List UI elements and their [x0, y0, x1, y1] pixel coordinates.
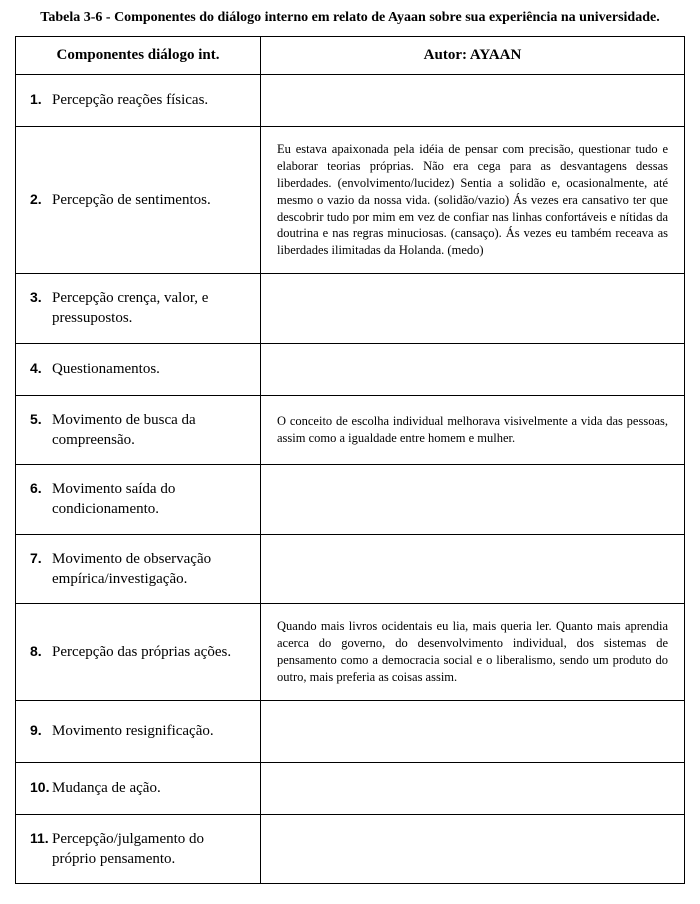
- row-number: 6.: [30, 480, 52, 496]
- table-body: 1.Percepção reações físicas.2.Percepção …: [16, 75, 685, 884]
- table-row: 8.Percepção das próprias ações. Quando ma…: [16, 604, 685, 701]
- component-item: 2.Percepção de sentimentos.: [30, 190, 250, 210]
- component-cell: 5.Movimento de busca da compreensão.: [16, 395, 261, 465]
- content-cell: [261, 465, 685, 535]
- component-cell: 11.Percepção/julgamento do próprio pensa…: [16, 814, 261, 884]
- component-cell: 6.Movimento saída do condicionamento.: [16, 465, 261, 535]
- row-label: Movimento saída do condicionamento.: [52, 479, 250, 520]
- table-row: 6.Movimento saída do condicionamento.: [16, 465, 685, 535]
- component-item: 7.Movimento de observação empírica/inves…: [30, 549, 250, 590]
- component-item: 8.Percepção das próprias ações.: [30, 642, 250, 662]
- table-row: 10.Mudança de ação.: [16, 762, 685, 814]
- row-number: 9.: [30, 722, 52, 738]
- content-cell: [261, 700, 685, 762]
- header-right: Autor: AYAAN: [261, 37, 685, 75]
- content-cell: [261, 762, 685, 814]
- component-cell: 8.Percepção das próprias ações.: [16, 604, 261, 701]
- row-number: 8.: [30, 643, 52, 659]
- row-number: 10.: [30, 779, 52, 795]
- component-item: 6.Movimento saída do condicionamento.: [30, 479, 250, 520]
- content-cell: [261, 814, 685, 884]
- content-cell: [261, 534, 685, 604]
- row-number: 4.: [30, 360, 52, 376]
- table-row: 4.Questionamentos.: [16, 343, 685, 395]
- row-number: 2.: [30, 191, 52, 207]
- row-label: Movimento de observação empírica/investi…: [52, 549, 250, 590]
- row-label: Percepção crença, valor, e pressupostos.: [52, 288, 250, 329]
- component-cell: 9.Movimento resignificação.: [16, 700, 261, 762]
- table-row: 7.Movimento de observação empírica/inves…: [16, 534, 685, 604]
- content-cell: [261, 274, 685, 344]
- component-item: 9.Movimento resignificação.: [30, 721, 250, 741]
- component-item: 5.Movimento de busca da compreensão.: [30, 410, 250, 451]
- component-cell: 4.Questionamentos.: [16, 343, 261, 395]
- row-number: 7.: [30, 550, 52, 566]
- row-number: 11.: [30, 830, 52, 846]
- component-cell: 3.Percepção crença, valor, e pressuposto…: [16, 274, 261, 344]
- content-cell: Eu estava apaixonada pela idéia de pensa…: [261, 127, 685, 274]
- row-label: Movimento de busca da compreensão.: [52, 410, 250, 451]
- table-header-row: Componentes diálogo int. Autor: AYAAN: [16, 37, 685, 75]
- row-number: 1.: [30, 91, 52, 107]
- row-label: Movimento resignificação.: [52, 721, 214, 741]
- table-row: 3.Percepção crença, valor, e pressuposto…: [16, 274, 685, 344]
- table-row: 11.Percepção/julgamento do próprio pensa…: [16, 814, 685, 884]
- content-cell: [261, 343, 685, 395]
- component-cell: 7.Movimento de observação empírica/inves…: [16, 534, 261, 604]
- component-item: 10.Mudança de ação.: [30, 778, 250, 798]
- row-label: Percepção/julgamento do próprio pensamen…: [52, 829, 250, 870]
- component-cell: 10.Mudança de ação.: [16, 762, 261, 814]
- component-item: 4.Questionamentos.: [30, 359, 250, 379]
- header-left: Componentes diálogo int.: [16, 37, 261, 75]
- table-row: 5.Movimento de busca da compreensão. O co…: [16, 395, 685, 465]
- component-item: 3.Percepção crença, valor, e pressuposto…: [30, 288, 250, 329]
- component-cell: 1.Percepção reações físicas.: [16, 75, 261, 127]
- table-row: 2.Percepção de sentimentos. Eu estava apa…: [16, 127, 685, 274]
- row-label: Percepção de sentimentos.: [52, 190, 211, 210]
- row-label: Mudança de ação.: [52, 778, 161, 798]
- row-label: Percepção das próprias ações.: [52, 642, 231, 662]
- content-cell: Quando mais livros ocidentais eu lia, ma…: [261, 604, 685, 701]
- component-cell: 2.Percepção de sentimentos.: [16, 127, 261, 274]
- row-label: Percepção reações físicas.: [52, 90, 208, 110]
- component-item: 11.Percepção/julgamento do próprio pensa…: [30, 829, 250, 870]
- table-row: 9.Movimento resignificação.: [16, 700, 685, 762]
- content-cell: [261, 75, 685, 127]
- row-number: 3.: [30, 289, 52, 305]
- content-cell: O conceito de escolha individual melhora…: [261, 395, 685, 465]
- row-number: 5.: [30, 411, 52, 427]
- row-label: Questionamentos.: [52, 359, 160, 379]
- dialogo-table: Componentes diálogo int. Autor: AYAAN 1.…: [15, 36, 685, 884]
- component-item: 1.Percepção reações físicas.: [30, 90, 250, 110]
- table-row: 1.Percepção reações físicas.: [16, 75, 685, 127]
- table-caption: Tabela 3-6 - Componentes do diálogo inte…: [15, 10, 685, 36]
